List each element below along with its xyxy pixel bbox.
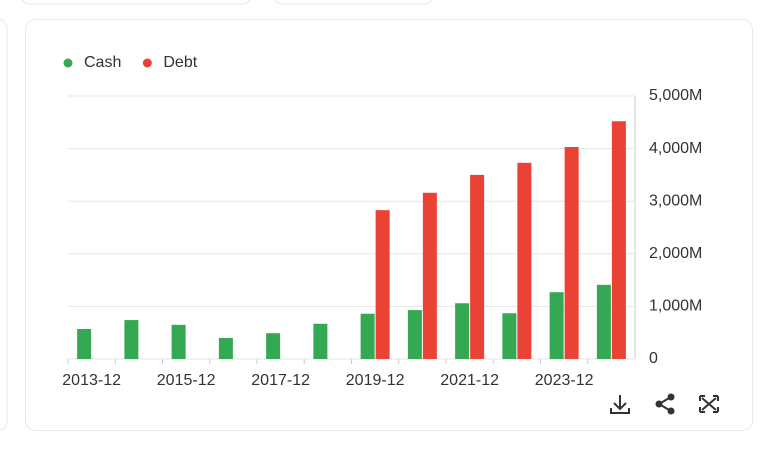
bar [470,174,485,359]
x-tick-label: 2013-12 [62,372,121,389]
legend-label[interactable]: Debt [163,54,197,71]
bar [266,333,281,359]
bar [407,310,422,359]
y-tick-label: 5,000M [649,87,702,104]
bar [517,162,532,359]
toolbar [610,393,719,415]
bar [549,292,564,359]
bar [564,147,579,359]
x-tick-label: 2019-12 [346,372,405,389]
y-tick-label: 1,000M [649,298,702,315]
y-tick-label: 0 [649,350,658,367]
download-icon[interactable] [610,395,630,414]
y-tick-label: 4,000M [649,140,702,157]
bar [171,324,186,359]
fullscreen-icon[interactable] [699,395,719,413]
bar [313,323,328,359]
bar [124,320,139,359]
tab[interactable] [20,0,252,5]
side-card [0,18,8,432]
y-tick-label: 3,000M [649,192,702,209]
legend-label[interactable]: Cash [84,54,121,71]
x-tick-label: 2021-12 [440,372,499,389]
legend-marker [62,57,74,69]
x-tick-label: 2023-12 [535,372,594,389]
x-tick-label: 2015-12 [157,372,216,389]
share-icon[interactable] [655,393,675,415]
x-tick-label: 2017-12 [251,372,310,389]
bar [375,210,390,359]
tab[interactable] [272,0,434,5]
bar [77,329,92,359]
bar [596,284,611,359]
bar [218,337,233,359]
bar [360,313,375,359]
bar [422,192,437,359]
bar [455,303,470,359]
y-tick-label: 2,000M [649,245,702,262]
bar [502,313,517,359]
legend-marker [141,57,153,69]
bar [611,121,626,359]
